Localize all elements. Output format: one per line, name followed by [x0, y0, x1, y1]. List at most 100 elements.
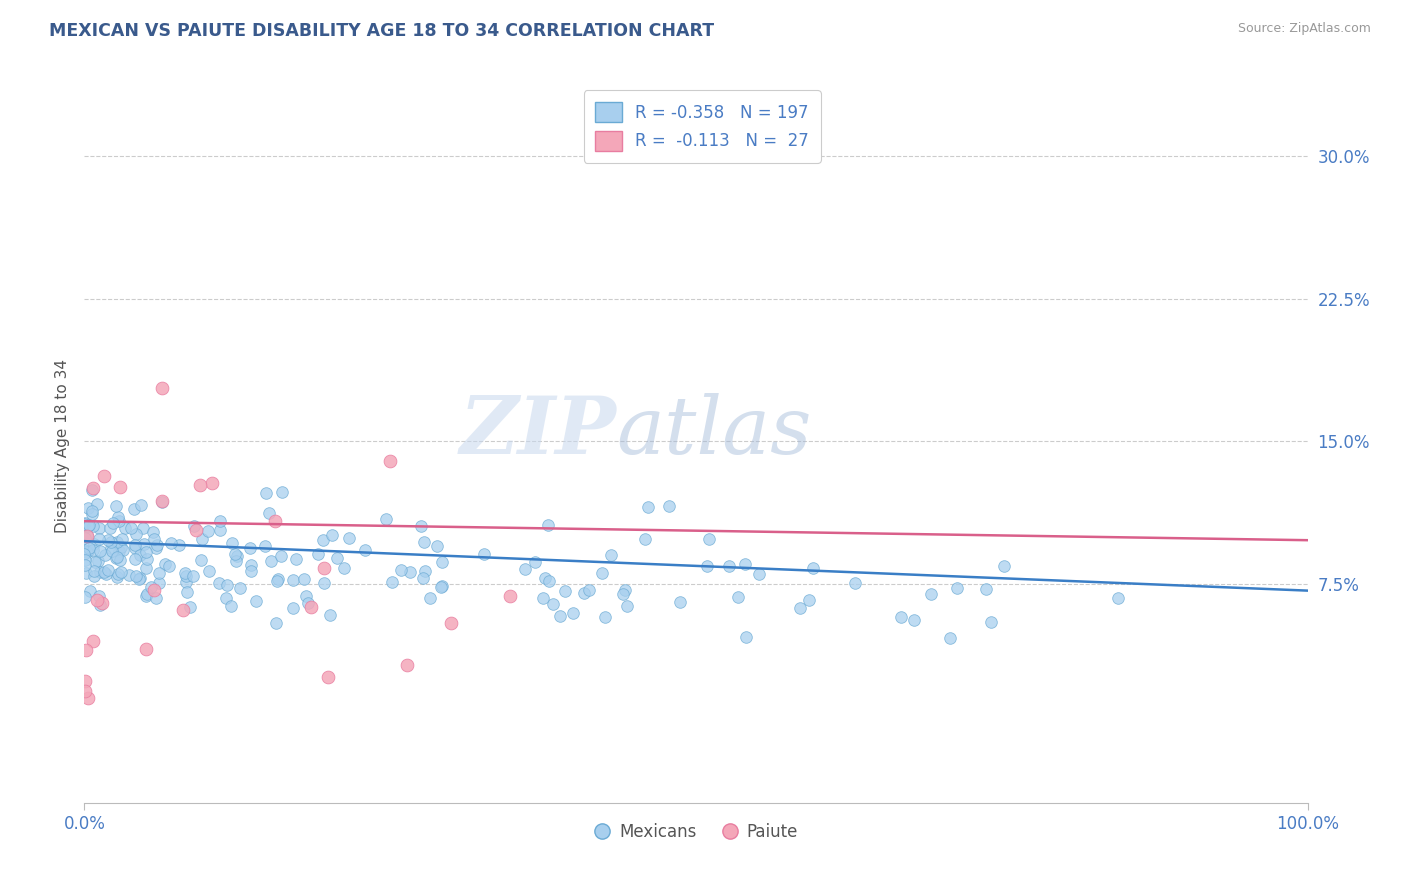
Point: [124, 541, 146, 556]
Point: [150, 494, 173, 508]
Point: [87, 532, 110, 546]
Point: [412, 571, 434, 585]
Point: [578, 582, 600, 597]
Point: [73, 548, 96, 562]
Point: [600, 548, 623, 562]
Point: [614, 583, 637, 598]
Point: [325, 551, 347, 566]
Point: [239, 565, 262, 579]
Point: [375, 512, 398, 526]
Point: [110, 540, 132, 554]
Point: [148, 566, 170, 581]
Point: [550, 609, 572, 624]
Point: [174, 568, 197, 582]
Point: [122, 502, 145, 516]
Point: [108, 514, 131, 528]
Point: [381, 574, 404, 589]
Point: [260, 554, 283, 568]
Point: [135, 552, 157, 566]
Point: [129, 571, 152, 585]
Point: [135, 544, 157, 558]
Point: [299, 600, 322, 615]
Point: [264, 615, 287, 630]
Point: [396, 658, 419, 673]
Point: [283, 600, 305, 615]
Point: [523, 555, 546, 569]
Point: [190, 533, 212, 547]
Point: [801, 561, 824, 575]
Point: [73, 517, 96, 532]
Point: [197, 564, 219, 578]
Point: [257, 506, 280, 520]
Point: [110, 565, 132, 579]
Point: [440, 615, 463, 630]
Point: [229, 581, 252, 595]
Point: [312, 533, 335, 547]
Point: [89, 589, 111, 603]
Point: [319, 607, 342, 622]
Point: [135, 642, 157, 657]
Point: [183, 519, 205, 533]
Point: [83, 564, 105, 578]
Point: [209, 523, 232, 537]
Point: [398, 565, 420, 579]
Point: [799, 592, 821, 607]
Point: [125, 568, 148, 582]
Point: [118, 568, 141, 582]
Point: [411, 519, 433, 533]
Text: MEXICAN VS PAIUTE DISABILITY AGE 18 TO 34 CORRELATION CHART: MEXICAN VS PAIUTE DISABILITY AGE 18 TO 3…: [49, 22, 714, 40]
Point: [312, 576, 335, 591]
Point: [97, 563, 120, 577]
Point: [105, 550, 128, 565]
Point: [143, 532, 166, 546]
Point: [337, 531, 360, 545]
Point: [76, 545, 98, 559]
Point: [976, 582, 998, 597]
Point: [472, 547, 495, 561]
Point: [224, 547, 246, 561]
Point: [239, 541, 262, 556]
Point: [173, 566, 195, 580]
Point: [844, 575, 866, 590]
Point: [79, 518, 101, 533]
Point: [84, 555, 107, 569]
Point: [696, 558, 718, 573]
Point: [82, 503, 104, 517]
Point: [105, 535, 128, 549]
Point: [157, 559, 180, 574]
Point: [188, 478, 211, 492]
Point: [697, 532, 720, 546]
Point: [155, 557, 177, 571]
Point: [426, 539, 449, 553]
Point: [920, 587, 942, 601]
Point: [593, 609, 616, 624]
Point: [89, 544, 111, 558]
Point: [111, 532, 134, 546]
Point: [748, 567, 770, 582]
Point: [554, 584, 576, 599]
Y-axis label: Disability Age 18 to 34: Disability Age 18 to 34: [55, 359, 70, 533]
Point: [73, 531, 96, 545]
Point: [215, 578, 238, 592]
Point: [107, 509, 129, 524]
Point: [612, 587, 634, 601]
Legend: Mexicans, Paiute: Mexicans, Paiute: [588, 817, 804, 848]
Point: [658, 500, 681, 514]
Point: [1107, 591, 1129, 605]
Point: [292, 572, 315, 586]
Point: [142, 582, 165, 597]
Point: [413, 564, 436, 578]
Point: [82, 634, 104, 648]
Point: [146, 538, 169, 552]
Point: [83, 568, 105, 582]
Point: [124, 538, 146, 552]
Point: [430, 555, 453, 569]
Point: [105, 570, 128, 584]
Point: [215, 591, 238, 605]
Point: [94, 549, 117, 563]
Point: [537, 574, 560, 588]
Point: [120, 521, 142, 535]
Point: [201, 476, 224, 491]
Point: [354, 542, 377, 557]
Text: atlas: atlas: [616, 393, 811, 470]
